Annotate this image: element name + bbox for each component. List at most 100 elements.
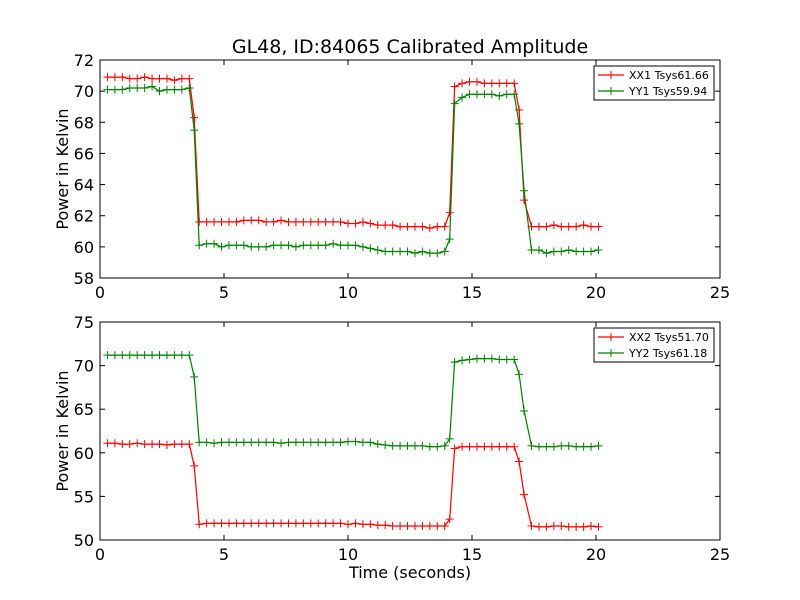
data-point-1-0-27 [299, 519, 308, 528]
y-tick-label-1-2: 60 [74, 444, 94, 463]
legend-label-1-0: XX2 Tsys51.70 [629, 331, 709, 344]
data-point-0-0-1 [110, 73, 119, 82]
data-point-1-0-37 [373, 521, 382, 530]
data-point-1-1-34 [351, 437, 360, 446]
data-point-0-1-55 [502, 90, 511, 99]
data-point-1-1-21 [254, 438, 263, 447]
data-point-0-1-57 [515, 119, 524, 128]
data-point-0-1-26 [291, 242, 300, 251]
y-tick-label-1-3: 65 [74, 400, 94, 419]
legend-marker-1-0 [607, 333, 615, 341]
data-point-0-0-11 [185, 74, 194, 83]
x-tick-label-1-4: 20 [586, 545, 606, 564]
data-point-1-1-12 [190, 372, 199, 381]
data-point-0-1-18 [232, 241, 241, 250]
y-tick-label-0-4: 66 [74, 144, 94, 163]
y-tick-label-1-5: 75 [74, 313, 94, 332]
data-point-1-1-63 [557, 441, 566, 450]
data-point-0-0-55 [502, 79, 511, 88]
data-point-0-1-65 [572, 247, 581, 256]
data-point-1-0-32 [336, 519, 345, 528]
data-point-0-1-36 [366, 244, 375, 253]
data-point-1-0-0 [103, 439, 112, 448]
data-point-0-0-31 [329, 217, 338, 226]
data-point-0-0-32 [336, 217, 345, 226]
y-tick-label-1-4: 70 [74, 357, 94, 376]
data-point-1-0-16 [217, 519, 226, 528]
data-point-1-1-4 [133, 351, 142, 360]
data-point-1-1-30 [321, 438, 330, 447]
data-point-1-0-35 [358, 520, 367, 529]
data-point-0-0-54 [495, 79, 504, 88]
data-point-0-0-2 [118, 73, 127, 82]
data-point-1-0-43 [418, 522, 427, 531]
data-point-0-1-48 [450, 99, 459, 108]
data-point-0-0-0 [103, 73, 112, 82]
data-point-0-1-32 [336, 241, 345, 250]
data-point-1-1-51 [472, 354, 481, 363]
data-point-0-0-4 [133, 74, 142, 83]
data-point-0-0-49 [458, 79, 467, 88]
data-point-0-1-6 [148, 82, 157, 91]
data-point-1-1-39 [388, 441, 397, 450]
data-point-1-1-20 [247, 438, 256, 447]
data-point-0-1-24 [277, 241, 286, 250]
data-point-1-0-4 [133, 439, 142, 448]
y-axis-label-1: Power in Kelvin [53, 370, 72, 491]
data-point-0-0-3 [125, 74, 134, 83]
data-point-0-0-23 [269, 217, 278, 226]
data-point-1-1-45 [433, 442, 442, 451]
legend-label-0-0: XX1 Tsys61.66 [629, 69, 709, 82]
data-point-1-1-55 [502, 355, 511, 364]
data-point-1-0-9 [170, 440, 179, 449]
data-point-0-1-1 [110, 85, 119, 94]
data-point-1-0-40 [396, 522, 405, 531]
data-point-0-1-25 [284, 241, 293, 250]
data-point-1-1-65 [572, 442, 581, 451]
data-point-0-1-35 [358, 242, 367, 251]
data-point-1-1-27 [299, 438, 308, 447]
data-point-0-1-8 [162, 85, 171, 94]
data-point-0-1-16 [217, 242, 226, 251]
data-point-0-0-52 [480, 79, 489, 88]
data-point-0-1-49 [458, 93, 467, 102]
data-point-0-1-62 [549, 247, 558, 256]
data-point-0-0-27 [299, 217, 308, 226]
data-point-1-0-22 [262, 519, 271, 528]
data-point-0-0-19 [239, 216, 248, 225]
data-point-0-1-53 [487, 90, 496, 99]
data-point-1-1-56 [510, 355, 519, 364]
data-point-1-1-0 [103, 351, 112, 360]
data-point-1-1-28 [306, 438, 315, 447]
data-point-1-1-23 [269, 438, 278, 447]
data-point-1-1-31 [329, 438, 338, 447]
data-point-1-1-17 [224, 438, 233, 447]
data-point-1-1-3 [125, 351, 134, 360]
x-tick-label-1-0: 0 [95, 545, 105, 564]
data-point-1-0-38 [381, 521, 390, 530]
data-point-0-1-5 [140, 84, 149, 93]
data-point-0-1-14 [202, 239, 211, 248]
data-point-0-1-44 [425, 249, 434, 258]
data-point-1-1-43 [418, 441, 427, 450]
data-point-0-1-39 [388, 247, 397, 256]
data-point-1-0-47 [445, 515, 454, 524]
data-point-0-0-37 [373, 221, 382, 230]
y-tick-label-1-0: 50 [74, 531, 94, 550]
data-point-0-1-64 [564, 245, 573, 254]
data-point-1-0-56 [510, 442, 519, 451]
data-point-0-1-22 [262, 242, 271, 251]
data-point-1-1-66 [579, 442, 588, 451]
data-point-1-1-53 [487, 354, 496, 363]
data-point-1-0-23 [269, 519, 278, 528]
data-point-0-0-28 [306, 217, 315, 226]
data-point-0-0-45 [433, 222, 442, 231]
data-point-1-1-37 [373, 440, 382, 449]
data-point-1-0-54 [495, 442, 504, 451]
data-point-1-1-68 [594, 441, 603, 450]
data-point-1-1-35 [358, 438, 367, 447]
data-point-1-1-46 [440, 441, 449, 450]
data-point-1-0-33 [344, 520, 352, 529]
legend-marker-0-0 [607, 71, 615, 79]
data-point-1-0-59 [527, 522, 536, 531]
